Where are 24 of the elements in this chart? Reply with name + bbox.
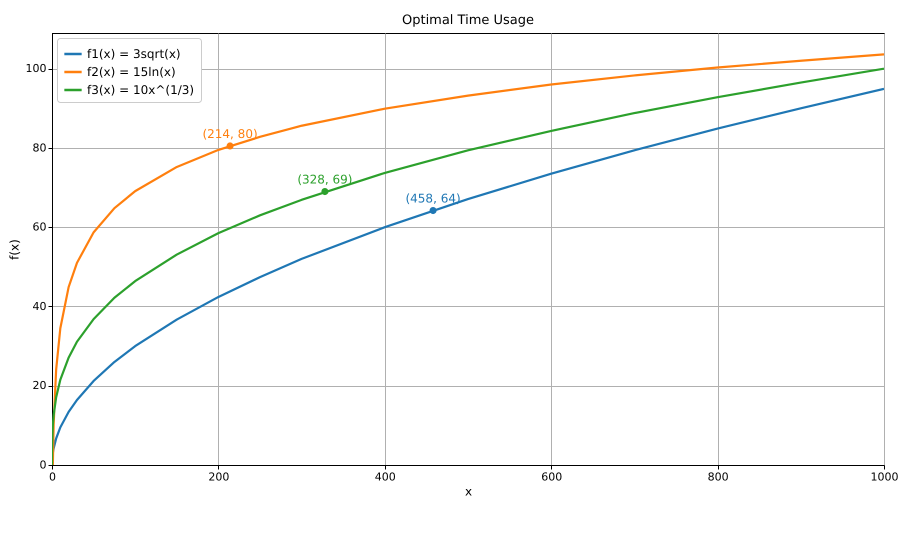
data-label: (458, 64) <box>405 192 461 206</box>
legend-label: f1(x) = 3sqrt(x) <box>87 47 181 61</box>
point <box>226 142 234 150</box>
x-tick-label: 400 <box>374 470 396 484</box>
y-tick-label: 20 <box>32 379 46 392</box>
x-tick-label: 200 <box>208 470 230 484</box>
chart-title: Optimal Time Usage <box>402 13 534 28</box>
y-tick-label: 0 <box>40 458 46 472</box>
data-label: (328, 69) <box>297 172 352 187</box>
legend-label: f2(x) = 15ln(x) <box>87 65 176 79</box>
x-tick-label: 800 <box>708 470 729 484</box>
x-axis-title: x <box>464 484 472 498</box>
legend-label: f3(x) = 10x^(1/3) <box>87 83 194 97</box>
point <box>321 188 328 196</box>
x-tick-label: 1000 <box>870 470 898 484</box>
point <box>430 207 437 214</box>
y-tick-label: 40 <box>32 300 46 313</box>
y-tick-label: 60 <box>32 220 46 234</box>
x-tick-label: 0 <box>49 470 56 484</box>
data-label: (214, 80) <box>202 126 258 141</box>
y-axis-title: f(x) <box>8 239 22 260</box>
y-tick-label: 80 <box>32 141 46 154</box>
x-tick-label: 600 <box>541 470 562 484</box>
y-tick-label: 100 <box>26 62 46 76</box>
